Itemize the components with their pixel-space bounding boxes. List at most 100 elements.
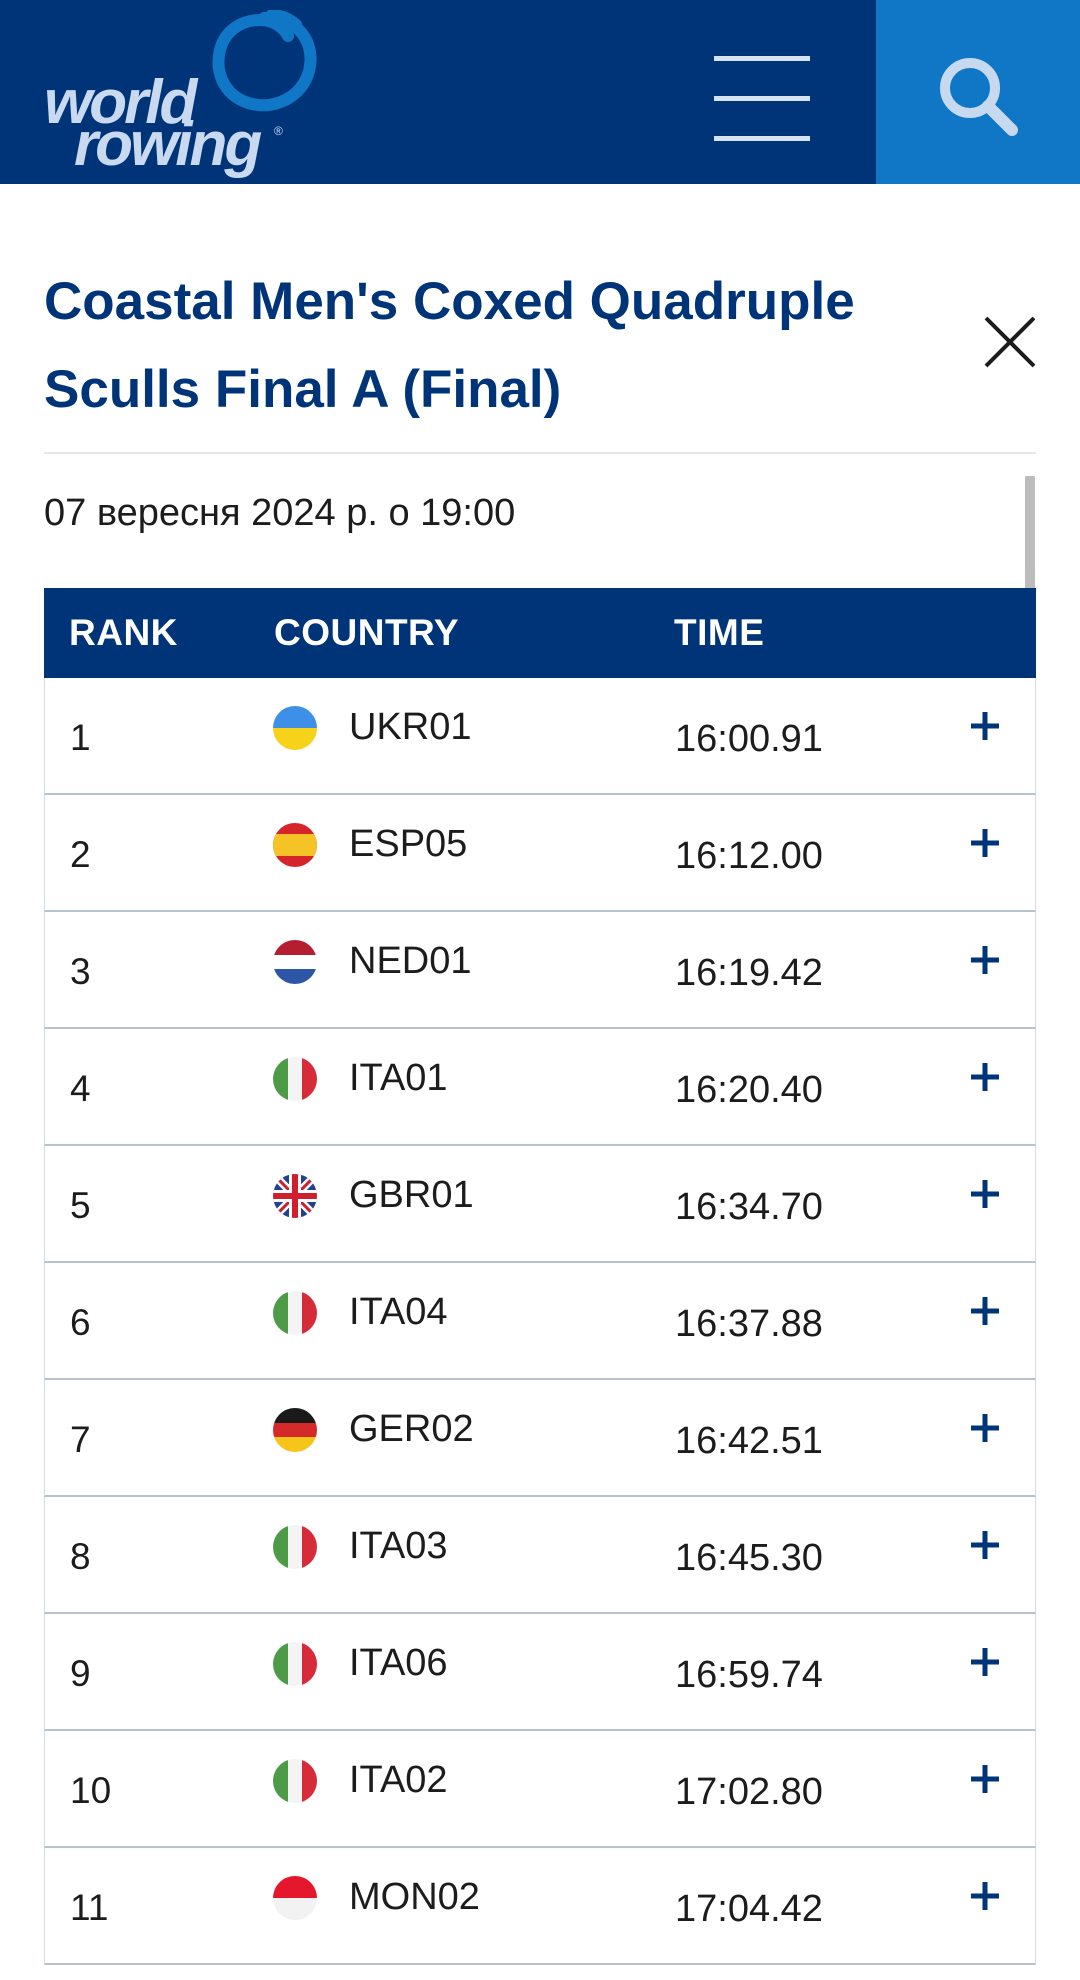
row-time: 16:37.88 <box>675 1303 823 1345</box>
row-country-code: MON02 <box>349 1876 480 1918</box>
expand-row-button[interactable] <box>965 1759 1005 1799</box>
close-icon <box>984 316 1036 368</box>
top-header: world rowing ® <box>0 0 1080 184</box>
row-rank: 2 <box>70 834 91 875</box>
expand-row-button[interactable] <box>965 1174 1005 1214</box>
expand-row-button[interactable] <box>965 1408 1005 1448</box>
plus-icon <box>971 1882 999 1910</box>
flag-italy-icon <box>273 1759 317 1803</box>
row-time: 17:02.80 <box>675 1771 823 1813</box>
plus-icon <box>971 829 999 857</box>
row-time: 16:59.74 <box>675 1654 823 1696</box>
title-divider <box>44 452 1036 454</box>
flag-italy-icon <box>273 1642 317 1686</box>
table-row[interactable]: 3 NED01 16:19.42 <box>44 912 1036 1029</box>
row-country-code: ITA04 <box>349 1291 448 1333</box>
table-row[interactable]: 6 ITA04 16:37.88 <box>44 1263 1036 1380</box>
plus-icon <box>971 1765 999 1793</box>
row-country-code: UKR01 <box>349 706 472 748</box>
table-body: 1 UKR01 16:00.91 2 ESP05 16:12.00 3 NED01 16:19.… <box>44 678 1036 1965</box>
row-country-code: GBR01 <box>349 1174 474 1216</box>
flag-spain-icon <box>273 823 317 867</box>
table-row[interactable]: 7 GER02 16:42.51 <box>44 1380 1036 1497</box>
row-country-code: GER02 <box>349 1408 474 1450</box>
table-row[interactable]: 9 ITA06 16:59.74 <box>44 1614 1036 1731</box>
logo-registered-mark: ® <box>274 124 283 138</box>
expand-row-button[interactable] <box>965 1876 1005 1916</box>
row-rank: 6 <box>70 1302 91 1343</box>
row-rank: 7 <box>70 1419 91 1460</box>
logo-text-rowing: rowing <box>74 110 262 179</box>
race-title: Coastal Men's Coxed Quadruple Sculls Fin… <box>44 272 855 419</box>
plus-icon <box>971 1531 999 1559</box>
table-row[interactable]: 11 MON02 17:04.42 <box>44 1848 1036 1965</box>
flag-italy-icon <box>273 1057 317 1101</box>
header-country: COUNTRY <box>274 612 460 653</box>
world-rowing-logo[interactable]: world rowing ® <box>40 10 330 180</box>
race-date: 07 вересня 2024 р. о 19:00 <box>44 492 516 534</box>
table-row[interactable]: 8 ITA03 16:45.30 <box>44 1497 1036 1614</box>
table-row[interactable]: 1 UKR01 16:00.91 <box>44 678 1036 795</box>
search-icon <box>940 58 1018 136</box>
row-rank: 11 <box>70 1887 109 1928</box>
table-row[interactable]: 5 GBR01 16:34.70 <box>44 1146 1036 1263</box>
menu-bar-icon <box>714 136 810 141</box>
row-rank: 10 <box>70 1770 112 1811</box>
table-row[interactable]: 4 ITA01 16:20.40 <box>44 1029 1036 1146</box>
expand-row-button[interactable] <box>965 1057 1005 1097</box>
row-time: 16:42.51 <box>675 1420 823 1462</box>
row-rank: 1 <box>70 717 91 758</box>
flag-great-britain-icon <box>273 1174 317 1218</box>
row-country-code: NED01 <box>349 940 472 982</box>
logo-text-world: world <box>44 68 197 137</box>
table-row[interactable]: 2 ESP05 16:12.00 <box>44 795 1036 912</box>
row-country-code: ITA06 <box>349 1642 448 1684</box>
menu-bar-icon <box>714 96 810 101</box>
flag-netherlands-icon <box>273 940 317 984</box>
table-header: RANK COUNTRY TIME <box>44 588 1036 678</box>
row-rank: 8 <box>70 1536 91 1577</box>
row-country-code: ITA01 <box>349 1057 448 1099</box>
row-rank: 4 <box>70 1068 91 1109</box>
row-time: 16:12.00 <box>675 835 823 877</box>
row-time: 16:00.91 <box>675 718 823 760</box>
flag-monaco-icon <box>273 1876 317 1920</box>
menu-bar-icon <box>714 56 810 61</box>
flag-italy-icon <box>273 1525 317 1569</box>
row-time: 16:20.40 <box>675 1069 823 1111</box>
plus-icon <box>971 1648 999 1676</box>
row-time: 17:04.42 <box>675 1888 823 1930</box>
plus-icon <box>971 946 999 974</box>
expand-row-button[interactable] <box>965 706 1005 746</box>
expand-row-button[interactable] <box>965 1525 1005 1565</box>
plus-icon <box>971 1297 999 1325</box>
row-rank: 5 <box>70 1185 91 1226</box>
header-rank: RANK <box>69 612 178 653</box>
row-time: 16:45.30 <box>675 1537 823 1579</box>
row-rank: 3 <box>70 951 91 992</box>
search-button[interactable] <box>876 0 1080 184</box>
results-table: RANK COUNTRY TIME 1 UKR01 16:00.91 2 ESP05 16… <box>44 588 1036 1965</box>
header-time: TIME <box>674 612 765 653</box>
flag-ukraine-icon <box>273 706 317 750</box>
plus-icon <box>971 1180 999 1208</box>
close-button[interactable] <box>980 312 1040 372</box>
plus-icon <box>971 1414 999 1442</box>
logo-ring-icon <box>212 10 317 112</box>
expand-row-button[interactable] <box>965 1642 1005 1682</box>
expand-row-button[interactable] <box>965 1291 1005 1331</box>
plus-icon <box>971 712 999 740</box>
row-country-code: ESP05 <box>349 823 468 865</box>
expand-row-button[interactable] <box>965 940 1005 980</box>
flag-italy-icon <box>273 1291 317 1335</box>
flag-germany-icon <box>273 1408 317 1452</box>
row-country-code: ITA02 <box>349 1759 448 1801</box>
row-time: 16:34.70 <box>675 1186 823 1228</box>
table-row[interactable]: 10 ITA02 17:02.80 <box>44 1731 1036 1848</box>
hamburger-menu-button[interactable] <box>700 40 824 144</box>
row-time: 16:19.42 <box>675 952 823 994</box>
expand-row-button[interactable] <box>965 823 1005 863</box>
row-country-code: ITA03 <box>349 1525 448 1567</box>
plus-icon <box>971 1063 999 1091</box>
row-rank: 9 <box>70 1653 91 1694</box>
